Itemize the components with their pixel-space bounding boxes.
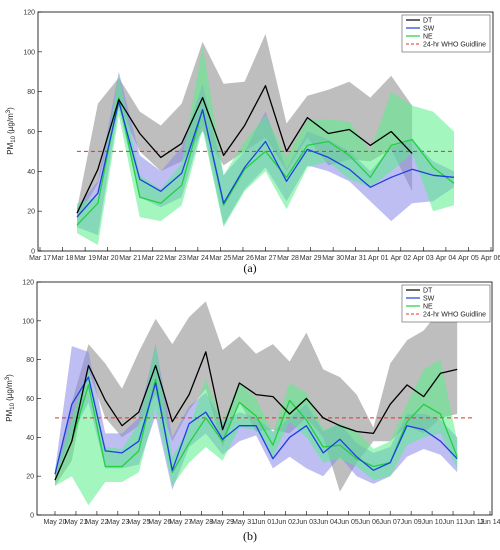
y-axis-label-b: PM10 (µg/m3) [5,374,16,422]
x-tick-label: Mar 26 [232,255,254,262]
x-tick-label: Mar 20 [97,255,119,262]
y-axis-ticks-a: 0 20 40 60 80 100 120 [23,10,42,256]
x-tick-label: Mar 24 [187,255,209,262]
x-tick-label: Apr 06 [481,255,500,262]
y-tick-label: 20 [26,474,34,481]
x-tick-label: Mar 25 [210,255,232,262]
x-tick-label: May 22 [85,519,108,526]
x-tick-label: May 26 [148,519,171,526]
x-tick-label: Apr 05 [458,255,479,262]
panel-label-a: (a) [243,261,256,275]
x-tick-label: Jun 11 [443,519,464,526]
y-axis-ticks-b: 0 20 40 60 80 100 120 [22,280,41,520]
y-tick-label: 0 [31,249,35,256]
y-tick-label: 40 [27,169,35,176]
legend-a: DT SW NE 24-hr WHO Guidline [401,14,491,53]
y-tick-label: 40 [26,435,34,442]
x-tick-label: Apr 01 [368,255,389,262]
chart-panel-a: 0 20 40 60 80 100 120 Mar 17 Mar 18 Mar 19 Mar 20… [6,10,500,276]
y-tick-label: 80 [26,357,34,364]
x-tick-label: Jun 04 [317,519,338,526]
x-tick-label: Mar 21 [119,255,141,262]
x-tick-label: May 27 [169,519,192,526]
y-tick-label: 60 [27,129,35,136]
x-axis-ticks-a: Mar 17 Mar 18 Mar 19 Mar 20 Mar 21 Mar 22 Mar … [29,247,500,262]
y-tick-label: 120 [23,10,35,17]
x-tick-label: Mar 28 [277,255,299,262]
y-tick-label: 20 [27,209,35,216]
band-ne [77,45,454,246]
y-axis-label-a: PM10 (µg/m3) [6,107,17,155]
x-tick-label: Jun 05 [338,519,359,526]
x-tick-label: Mar 18 [52,255,74,262]
legend-label-ne-b: NE [423,304,433,311]
legend-box-b [401,284,491,323]
x-tick-label: May 20 [44,519,67,526]
x-tick-label: Mar 30 [322,255,344,262]
x-tick-label: Jun 06 [359,519,380,526]
panel-label-b: (b) [243,529,257,543]
x-tick-label: Mar 22 [142,255,164,262]
y-tick-label: 100 [23,49,35,56]
series-lines-a [76,85,455,226]
line-dt [76,85,413,214]
x-tick-label: Jun 10 [422,519,443,526]
line-ne [76,96,455,226]
legend-box-a [401,14,491,53]
y-tick-label: 0 [30,513,34,520]
x-tick-label: Mar 29 [300,255,322,262]
line-sw [54,376,458,475]
x-tick-label: May 31 [232,519,255,526]
legend-label-sw-b: SW [423,296,435,303]
line-dt [54,351,458,481]
x-tick-label: Mar 17 [29,255,51,262]
x-tick-label: Mar 31 [345,255,367,262]
x-tick-label: Jun 14 [479,519,500,526]
x-tick-label: Mar 23 [164,255,186,262]
x-tick-label: Jun 09 [401,519,422,526]
x-tick-label: Jun 07 [380,519,401,526]
x-tick-label: May 29 [211,519,234,526]
series-lines-b [54,351,458,481]
x-tick-label: May 23 [106,519,129,526]
legend-label-dt-a: DT [423,18,433,25]
legend-label-who-b: 24-hr WHO Guidline [423,312,486,319]
line-sw [76,100,455,218]
x-tick-label: May 25 [127,519,150,526]
x-tick-label: Jun 12 [463,519,484,526]
x-tick-label: May 21 [64,519,87,526]
x-tick-label: Apr 02 [390,255,411,262]
x-tick-label: Jun 02 [275,519,296,526]
legend-label-dt-b: DT [423,288,433,295]
legend-label-sw-a: SW [423,26,435,33]
x-tick-label: May 28 [190,519,213,526]
x-tick-label: Jun 01 [254,519,275,526]
legend-b: DT SW NE 24-hr WHO Guidline [401,284,491,323]
y-tick-label: 120 [22,280,34,287]
y-tick-label: 60 [26,396,34,403]
x-tick-label: Mar 27 [255,255,277,262]
legend-label-who-a: 24-hr WHO Guidline [423,42,486,49]
y-tick-label: 80 [27,89,35,96]
x-tick-label: Apr 04 [436,255,457,262]
x-tick-label: Apr 03 [413,255,434,262]
legend-label-ne-a: NE [423,34,433,41]
x-tick-label: Mar 19 [74,255,96,262]
x-tick-label: Jun 03 [296,519,317,526]
y-tick-label: 100 [22,318,34,325]
